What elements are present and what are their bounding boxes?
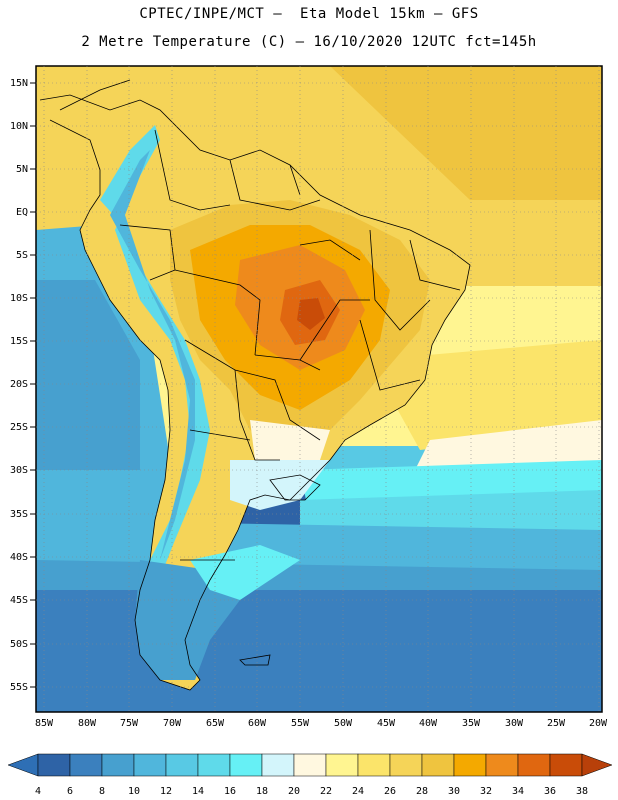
longitude-labels: 85W 80W 75W 70W 65W 60W 55W 50W 45W 40W … [35,718,608,729]
colorbar-label: 24 [352,786,364,797]
colorbar-box [293,753,327,777]
colorbar: 4 6 8 10 12 14 16 18 20 22 24 26 28 30 32 34 36 38 [7,753,613,797]
colorbar-label: 14 [192,786,204,797]
temperature-map: 15N 10N 5N EQ 5S 10S 15S 20S 25S 30S 35S… [10,65,608,729]
colorbar-box [389,753,423,777]
colorbar-label: 28 [416,786,428,797]
colorbar-label: 18 [256,786,268,797]
colorbar-labels: 4 6 8 10 12 14 16 18 20 22 24 26 28 30 32 34 36 38 [35,786,588,797]
colorbar-box [165,753,199,777]
colorbar-box [485,753,519,777]
lon-label: 20W [589,718,608,729]
colorbar-box [133,753,167,777]
colorbar-label: 38 [576,786,588,797]
lon-label: 75W [120,718,139,729]
colorbar-label: 4 [35,786,41,797]
colorbar-box [421,753,455,777]
lat-label: 45S [10,595,28,606]
colorbar-box [549,753,583,777]
latitude-labels: 15N 10N 5N EQ 5S 10S 15S 20S 25S 30S 35S… [10,78,28,693]
axis-ticks [30,82,36,688]
colorbar-under-arrow [7,753,39,777]
lat-label: EQ [16,207,28,218]
lat-label: 50S [10,639,28,650]
colorbar-label: 36 [544,786,556,797]
colorbar-box [229,753,263,777]
colorbar-box [357,753,391,777]
map-title-line1: CPTEC/INPE/MCT – Eta Model 15km – GFS [139,6,479,22]
lon-label: 30W [505,718,524,729]
lon-label: 55W [291,718,310,729]
colorbar-label: 34 [512,786,524,797]
lat-label: 25S [10,422,28,433]
lon-label: 50W [334,718,353,729]
lon-label: 45W [377,718,396,729]
colorbar-box [453,753,487,777]
lat-label: 10N [10,121,28,132]
colorbar-label: 16 [224,786,236,797]
lat-label: 35S [10,509,28,520]
colorbar-label: 20 [288,786,300,797]
lat-label: 20S [10,379,28,390]
colorbar-boxes [37,753,583,777]
lat-label: 15S [10,336,28,347]
lat-label: 55S [10,682,28,693]
colorbar-box [261,753,295,777]
map-title-line2: 2 Metre Temperature (C) – 16/10/2020 12U… [81,34,537,50]
colorbar-box [37,753,71,777]
colorbar-label: 26 [384,786,396,797]
colorbar-box [101,753,135,777]
lon-label: 60W [248,718,267,729]
lat-label: 15N [10,78,28,89]
lat-label: 10S [10,293,28,304]
colorbar-label: 12 [160,786,172,797]
lon-label: 35W [462,718,481,729]
lat-label: 5S [16,250,28,261]
colorbar-label: 32 [480,786,492,797]
colorbar-over-arrow [581,753,613,777]
colorbar-label: 10 [128,786,140,797]
lat-label: 40S [10,552,28,563]
colorbar-box [69,753,103,777]
colorbar-label: 6 [67,786,73,797]
colorbar-label: 8 [99,786,105,797]
lon-label: 70W [163,718,182,729]
temperature-field [36,66,602,712]
lat-label: 30S [10,465,28,476]
lon-label: 40W [419,718,438,729]
lon-label: 80W [78,718,97,729]
lon-label: 65W [206,718,225,729]
colorbar-label: 22 [320,786,332,797]
colorbar-box [325,753,359,777]
map-frame [35,65,603,713]
lat-label: 5N [16,164,28,175]
colorbar-label: 30 [448,786,460,797]
colorbar-box [517,753,551,777]
lon-label: 25W [547,718,566,729]
colorbar-box [197,753,231,777]
lon-label: 85W [35,718,54,729]
country-borders [39,79,471,691]
